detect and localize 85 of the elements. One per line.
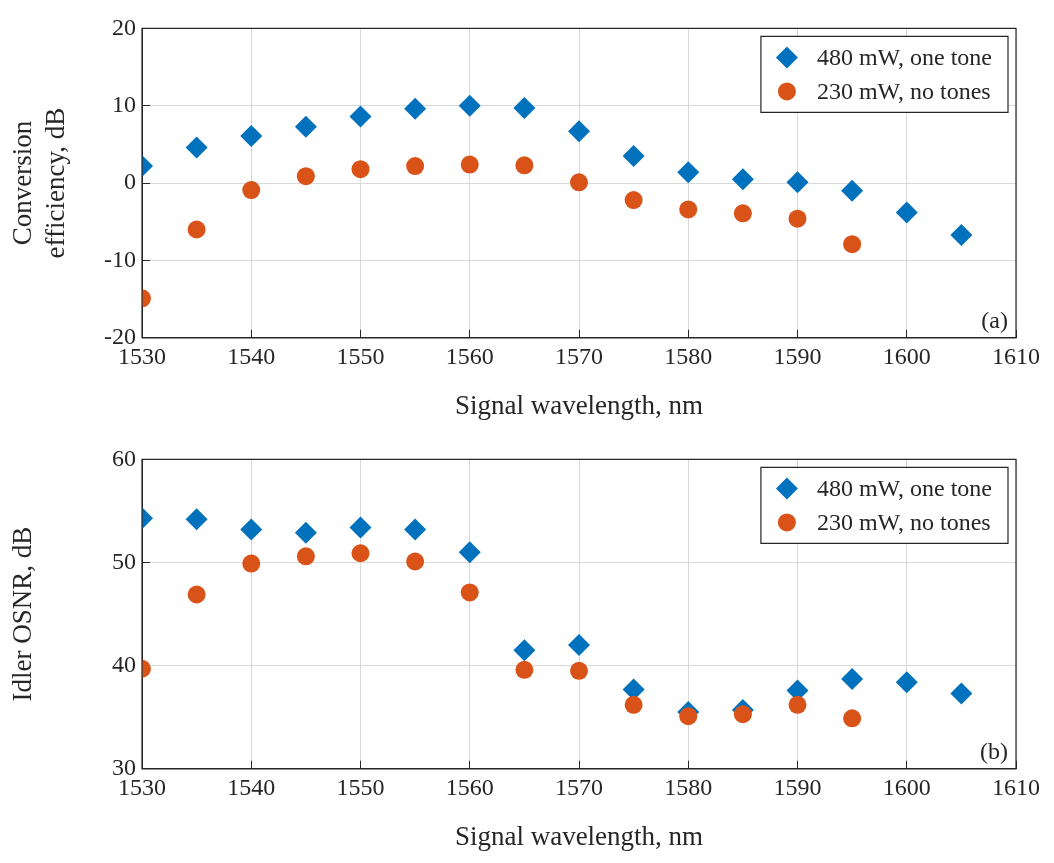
point [679, 707, 698, 726]
point [843, 709, 862, 728]
point [294, 521, 317, 544]
point [240, 124, 263, 147]
point [895, 671, 918, 694]
x-tick-label: 1590 [773, 343, 822, 370]
point [406, 157, 425, 176]
point [185, 508, 208, 531]
x-tick-label: 1610 [992, 343, 1040, 370]
point [788, 209, 807, 228]
point [570, 173, 588, 192]
point [460, 155, 479, 174]
point [240, 518, 263, 541]
x-tick-label: 1580 [664, 774, 713, 801]
x-tick-label: 1570 [555, 343, 603, 370]
point [187, 220, 206, 239]
point [570, 661, 588, 680]
x-tick-label: 1610 [992, 774, 1040, 801]
point [788, 695, 807, 714]
point [515, 660, 534, 679]
point [349, 105, 372, 128]
point [242, 554, 261, 573]
point [677, 161, 700, 184]
point [458, 541, 481, 564]
point [624, 191, 643, 210]
point [568, 634, 590, 657]
y-axis-title: Idler OSNR, dB [7, 526, 38, 702]
point [622, 145, 645, 168]
legend-label: 230 mW, no tones [816, 508, 991, 535]
x-axis-title: Signal wavelength, nm [454, 389, 704, 420]
point [351, 160, 370, 179]
point [950, 682, 973, 705]
x-tick-label: 1560 [445, 343, 494, 370]
point [406, 552, 425, 571]
point [950, 223, 973, 246]
y-axis-title: Conversion efficiency, dB [7, 107, 70, 259]
point [786, 171, 809, 194]
point [841, 179, 864, 202]
point [841, 668, 864, 691]
point [679, 200, 698, 219]
y-tick-label: 60 [112, 444, 136, 471]
x-tick-label: 1590 [773, 774, 822, 801]
point [458, 94, 481, 117]
point [568, 120, 590, 143]
point [404, 518, 427, 541]
y-tick-label: -10 [104, 245, 136, 272]
point [513, 97, 536, 120]
x-tick-label: 1540 [227, 343, 276, 370]
x-tick-label: 1580 [664, 343, 713, 370]
x-tick-label: 1600 [882, 774, 931, 801]
point [624, 695, 643, 714]
y-tick-label: 20 [112, 13, 136, 40]
y-tick-label: 40 [112, 650, 136, 677]
annotation: (b) [980, 738, 1008, 765]
point [296, 547, 315, 566]
point [513, 639, 536, 662]
x-tick-label: 1560 [445, 774, 494, 801]
y-tick-label: 50 [112, 547, 136, 574]
y-tick-label: 0 [124, 168, 136, 195]
point [404, 97, 427, 120]
y-tick-label: 10 [112, 91, 136, 118]
point [895, 201, 918, 224]
x-tick-label: 1600 [882, 343, 931, 370]
point [349, 516, 372, 539]
legend-label: 480 mW, one tone [816, 474, 992, 501]
point [460, 583, 479, 602]
point [185, 136, 208, 159]
point [294, 115, 317, 138]
point [242, 181, 261, 200]
point [731, 168, 754, 191]
annotation: (a) [981, 307, 1008, 334]
x-tick-label: 1540 [227, 774, 276, 801]
point [351, 544, 370, 563]
point [296, 167, 315, 186]
x-tick-label: 1550 [336, 774, 385, 801]
x-tick-label: 1570 [555, 774, 603, 801]
legend-label: 480 mW, one tone [816, 43, 992, 70]
x-tick-label: 1550 [336, 343, 385, 370]
x-axis-title: Signal wavelength, nm [454, 820, 704, 851]
point [733, 705, 752, 724]
point [843, 235, 862, 254]
legend-label: 230 mW, no tones [816, 77, 991, 104]
point [733, 204, 752, 223]
point [515, 156, 534, 175]
point [187, 585, 206, 604]
